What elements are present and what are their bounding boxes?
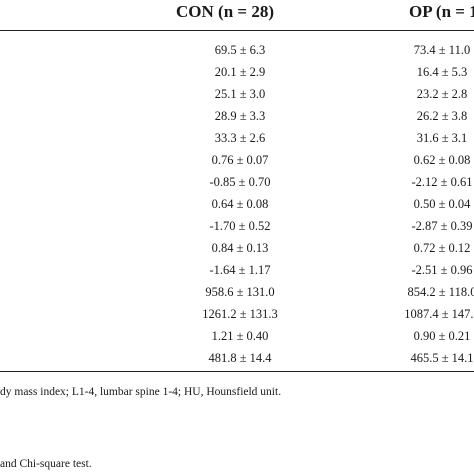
table-cell-con: 958.6 ± 131.0 bbox=[205, 285, 275, 299]
footnote-tests: and Chi-square test. bbox=[0, 458, 92, 470]
table-cell-op: 31.6 ± 3.1 bbox=[416, 131, 468, 145]
table-cell-con: 69.5 ± 6.3 bbox=[214, 43, 266, 57]
footnote-abbreviations: dy mass index; L1-4, lumbar spine 1-4; H… bbox=[0, 386, 282, 398]
table-cell-con: -0.85 ± 0.70 bbox=[209, 175, 271, 189]
table-cell-op: 16.4 ± 5.3 bbox=[416, 65, 468, 79]
table-cell-op: 0.62 ± 0.08 bbox=[413, 153, 471, 167]
bottom-rule bbox=[0, 371, 474, 372]
table-cell-op: 1087.4 ± 147.0 bbox=[404, 307, 474, 321]
table-cell-op: 854.2 ± 118.0 bbox=[407, 285, 474, 299]
table-cell-con: -1.64 ± 1.17 bbox=[209, 263, 271, 277]
table-cell-op: 23.2 ± 2.8 bbox=[416, 87, 468, 101]
table-cell-con: 481.8 ± 14.4 bbox=[208, 351, 272, 365]
table-cell-op: 0.50 ± 0.04 bbox=[413, 197, 471, 211]
table-cell-con: 20.1 ± 2.9 bbox=[214, 65, 266, 79]
table-cell-con: 1261.2 ± 131.3 bbox=[202, 307, 278, 321]
column-header-op: OP (n = 17) bbox=[409, 2, 474, 21]
table-cell-con: 0.84 ± 0.13 bbox=[211, 241, 269, 255]
table-cell-con: 1.21 ± 0.40 bbox=[211, 329, 269, 343]
table-cell-con: 0.76 ± 0.07 bbox=[211, 153, 269, 167]
header-rule bbox=[0, 30, 474, 31]
table-cell-con: 28.9 ± 3.3 bbox=[214, 109, 266, 123]
table-cell-op: -2.87 ± 0.39 bbox=[411, 219, 473, 233]
table-cell-con: 25.1 ± 3.0 bbox=[214, 87, 266, 101]
table-cell-op: 465.5 ± 14.1 bbox=[410, 351, 474, 365]
table-cell-con: -1.70 ± 0.52 bbox=[209, 219, 271, 233]
table-cell-con: 0.64 ± 0.08 bbox=[211, 197, 269, 211]
table-cell-op: -2.51 ± 0.96 bbox=[411, 263, 473, 277]
table-cell-op: 73.4 ± 11.0 bbox=[413, 43, 471, 57]
table-cell-op: 0.72 ± 0.12 bbox=[413, 241, 471, 255]
table-cell-con: 33.3 ± 2.6 bbox=[214, 131, 266, 145]
table-cell-op: 26.2 ± 3.8 bbox=[416, 109, 468, 123]
column-header-con: CON (n = 28) bbox=[176, 2, 274, 21]
table-cell-op: -2.12 ± 0.61 bbox=[411, 175, 473, 189]
table-cell-op: 0.90 ± 0.21 bbox=[413, 329, 471, 343]
